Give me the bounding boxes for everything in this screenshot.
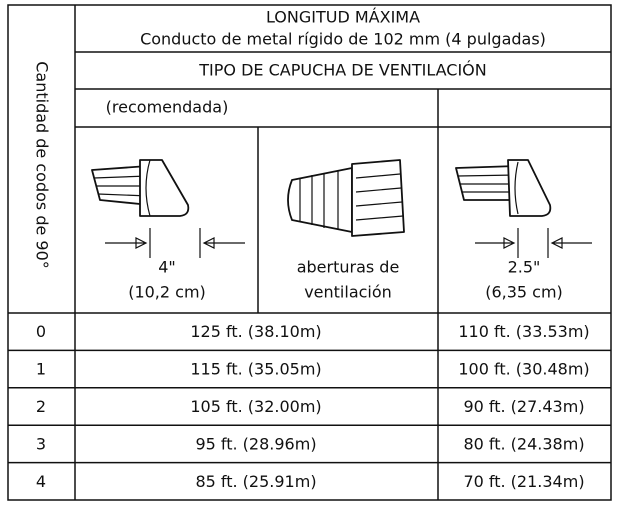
table-cell: 2 xyxy=(36,397,46,416)
table-cell: 115 ft. (35.05m) xyxy=(190,360,321,379)
table-cell: 95 ft. (28.96m) xyxy=(195,434,316,453)
table-cell: 85 ft. (25.91m) xyxy=(195,472,316,491)
hood-caption: ventilación xyxy=(304,283,392,302)
table-border xyxy=(7,4,612,501)
hood-caption: 4" xyxy=(158,258,176,277)
hood-caption: aberturas de xyxy=(297,258,400,277)
table-cell: 4 xyxy=(36,472,46,491)
table-cell: 105 ft. (32.00m) xyxy=(190,397,321,416)
louvered-hood-icon xyxy=(287,159,405,237)
table-cell: 100 ft. (30.48m) xyxy=(458,360,589,379)
table-cell: 90 ft. (27.43m) xyxy=(463,397,584,416)
table-cell: 80 ft. (24.38m) xyxy=(463,434,584,453)
recommended: (recomendada) xyxy=(106,98,229,117)
hood-caption: (6,35 cm) xyxy=(485,283,563,302)
table-cell: 3 xyxy=(36,434,46,453)
table-cell: 0 xyxy=(36,322,46,341)
side-label: Cantidad de codos de 90° xyxy=(33,61,52,269)
hood-icon xyxy=(91,159,245,258)
table-cell: 125 ft. (38.10m) xyxy=(190,322,321,341)
hood-caption: (10,2 cm) xyxy=(128,283,206,302)
hood-icon xyxy=(455,159,592,258)
table-cell: 70 ft. (21.34m) xyxy=(463,472,584,491)
hood-caption: 2.5" xyxy=(508,258,541,277)
title: LONGITUD MÁXIMA xyxy=(266,8,420,27)
table-cell: 110 ft. (33.53m) xyxy=(458,322,589,341)
hood-type: TIPO DE CAPUCHA DE VENTILACIÓN xyxy=(198,61,486,80)
table-cell: 1 xyxy=(36,360,46,379)
subtitle: Conducto de metal rígido de 102 mm (4 pu… xyxy=(140,30,546,49)
